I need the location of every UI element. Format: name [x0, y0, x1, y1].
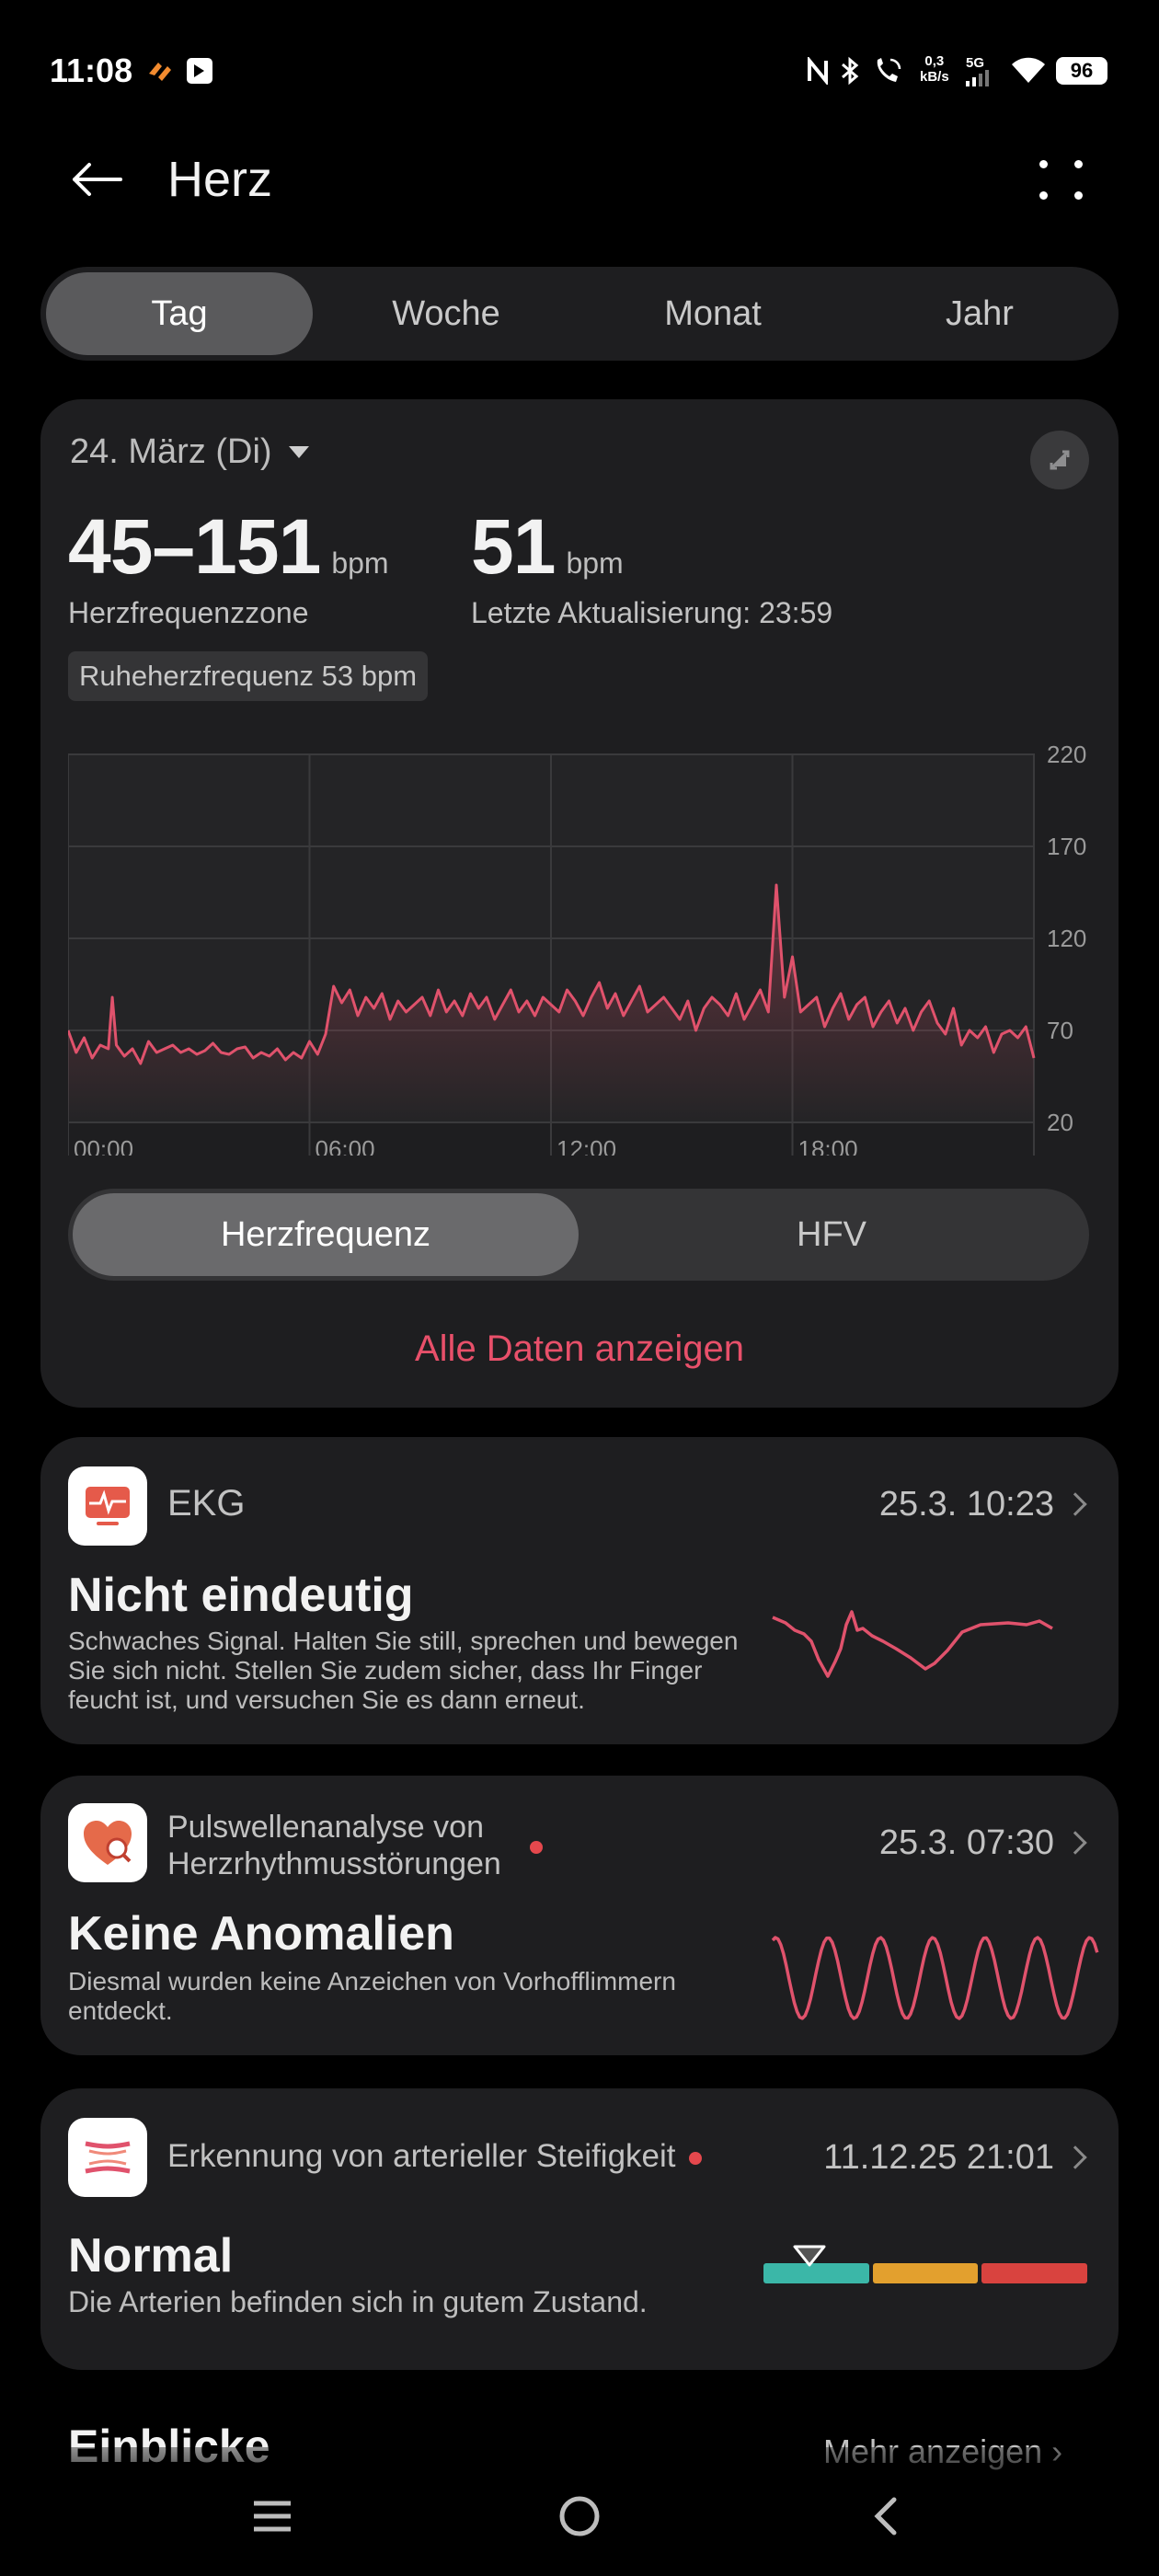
chevron-right-icon — [1063, 1831, 1087, 1855]
stiffness-scale — [763, 2263, 1088, 2283]
heart-rate-chart-svg: 220 170 120 70 20 00:00 06:00 12:00 18:00 — [66, 741, 1086, 1163]
ekg-result: Nicht eindeutig — [68, 1569, 414, 1622]
show-all-data-link[interactable]: Alle Daten anzeigen — [414, 1328, 745, 1369]
media-app-icon — [186, 55, 213, 86]
ekg-card[interactable]: EKG 25.3. 10:23 Nicht eindeutig Schwache… — [40, 1437, 1119, 1744]
arrow-left-icon — [73, 163, 122, 196]
scale-high-segment — [981, 2263, 1088, 2283]
resting-heart-rate-badge: Ruheherzfrequenz 53 bpm — [68, 651, 429, 701]
chart-x-tick: 06:00 — [316, 1135, 375, 1156]
scale-normal-segment — [763, 2263, 869, 2283]
pulse-wave-app-icon — [68, 1803, 147, 1882]
back-button[interactable] — [64, 147, 129, 212]
ekg-title: EKG — [167, 1483, 246, 1524]
home-button[interactable] — [534, 2475, 625, 2558]
heart-rate-chart[interactable]: 220 170 120 70 20 00:00 06:00 12:00 18:00 — [66, 741, 1098, 1163]
heart-rate-card: 24. März (Di) 45–151 bpm Herzfrequenzzon… — [40, 399, 1119, 1408]
bluetooth-icon — [839, 55, 861, 86]
metric-toggle: Herzfrequenz HFV — [68, 1189, 1089, 1281]
back-icon — [874, 2497, 897, 2536]
toggle-hrv[interactable]: HFV — [797, 1214, 866, 1254]
tab-year[interactable]: Jahr — [946, 293, 1014, 333]
latest-heart-rate: 51 bpm — [471, 503, 624, 590]
chart-y-tick: 120 — [1047, 925, 1086, 952]
arterial-stiffness-card[interactable]: Erkennung von arterieller Steifigkeit 11… — [40, 2088, 1119, 2370]
net-speed: 0,3 kB/s — [920, 53, 949, 85]
arterial-title: Erkennung von arterieller Steifigkeit — [167, 2138, 702, 2175]
ekg-app-icon — [68, 1466, 147, 1546]
heart-rate-zone: 45–151 bpm — [68, 503, 389, 590]
pulse-wave-title: Pulswellenanalyse von Herzrhythmusstörun… — [167, 1809, 543, 1882]
toggle-heart-rate[interactable]: Herzfrequenz — [73, 1193, 579, 1276]
wifi-calling-icon — [872, 55, 903, 86]
nfc-icon — [806, 55, 830, 86]
chart-y-tick: 70 — [1047, 1017, 1073, 1044]
chart-x-tick: 18:00 — [798, 1135, 858, 1156]
pulse-waveform — [771, 1936, 1099, 2020]
expand-button[interactable] — [1030, 431, 1089, 489]
menu-icon — [254, 2501, 291, 2532]
arterial-app-icon — [68, 2118, 147, 2197]
ekg-description: Schwaches Signal. Halten Sie still, spre… — [68, 1627, 739, 1714]
scale-marker-icon — [793, 2245, 826, 2267]
period-tabs: Tag Woche Monat Jahr — [40, 267, 1119, 361]
home-icon — [559, 2496, 600, 2536]
heart-rate-line — [66, 883, 1036, 1065]
wifi-icon — [1010, 55, 1047, 86]
signal-5g-icon: 5G — [966, 55, 990, 86]
chart-y-tick: 20 — [1047, 1109, 1073, 1136]
page-title: Herz — [167, 152, 273, 207]
caret-down-icon — [288, 446, 309, 458]
nav-back-button[interactable] — [839, 2475, 931, 2558]
chevron-right-icon — [1063, 2145, 1087, 2169]
arterial-date: 11.12.25 21:01 — [823, 2138, 1054, 2177]
new-indicator-dot — [688, 2151, 702, 2165]
tab-week[interactable]: Woche — [392, 293, 500, 333]
tab-month[interactable]: Monat — [664, 293, 762, 333]
date-selector[interactable]: 24. März (Di) — [70, 432, 309, 472]
arterial-description: Die Arterien befinden sich in gutem Zust… — [68, 2285, 648, 2318]
chevron-right-icon — [1063, 1492, 1087, 1516]
scale-medium-segment — [872, 2263, 979, 2283]
status-bar: 11:08 0,3 kB/s 5G 96 — [0, 0, 1159, 138]
arterial-result: Normal — [68, 2229, 234, 2283]
pulse-wave-result: Keine Anomalien — [68, 1907, 454, 1961]
pulse-wave-card[interactable]: Pulswellenanalyse von Herzrhythmusstörun… — [40, 1776, 1119, 2055]
pulse-wave-description: Diesmal wurden keine Anzeichen von Vorho… — [68, 1967, 676, 2025]
chart-y-tick: 220 — [1047, 742, 1086, 768]
health-app-icon — [145, 55, 175, 86]
pulse-wave-date: 25.3. 07:30 — [878, 1823, 1054, 1862]
recent-apps-button[interactable] — [226, 2475, 318, 2558]
battery-indicator: 96 — [1056, 57, 1107, 85]
ekg-date: 25.3. 10:23 — [878, 1485, 1054, 1524]
expand-icon — [1050, 450, 1070, 470]
last-update-label: Letzte Aktualisierung: 23:59 — [471, 596, 833, 629]
status-time: 11:08 — [50, 52, 133, 89]
system-nav-bar — [0, 2475, 1159, 2576]
chart-y-tick: 170 — [1047, 833, 1086, 860]
more-options-button[interactable] — [1030, 147, 1095, 212]
ekg-waveform — [772, 1610, 1053, 1678]
zone-label: Herzfrequenzzone — [68, 596, 309, 629]
new-indicator-dot — [530, 1841, 543, 1855]
chart-x-tick: 00:00 — [74, 1135, 133, 1156]
more-dots-icon — [1039, 160, 1048, 168]
heart-rate-area — [68, 885, 1034, 1122]
tab-day[interactable]: Tag — [46, 272, 313, 355]
chart-x-tick: 12:00 — [557, 1135, 616, 1156]
